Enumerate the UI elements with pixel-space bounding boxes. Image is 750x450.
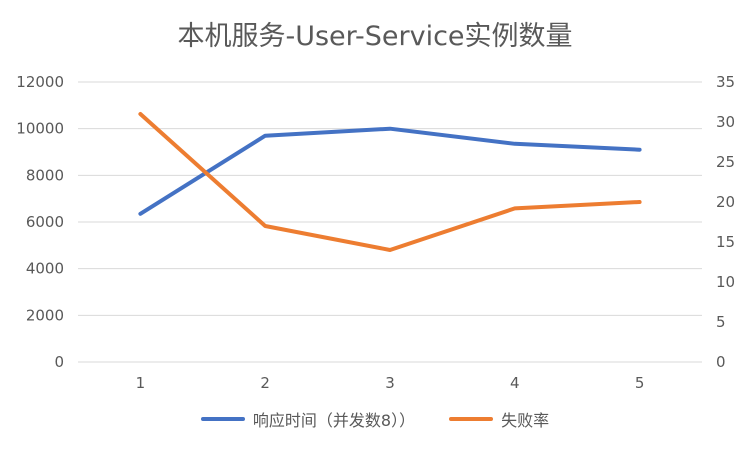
left-axis-tick-label: 4000	[26, 260, 64, 278]
left-axis-tick-label: 6000	[26, 213, 64, 231]
legend-swatch-failure-rate	[449, 417, 493, 421]
x-axis-tick-label: 1	[136, 374, 146, 392]
right-axis-tick-label: 0	[716, 353, 726, 371]
legend-item-response-time: 响应时间（并发数8））	[201, 407, 415, 431]
right-axis-tick-label: 5	[716, 313, 726, 331]
left-axis-tick-label: 8000	[26, 166, 64, 184]
x-axis-tick-label: 4	[510, 374, 520, 392]
right-axis-tick-label: 10	[716, 273, 735, 291]
series-lines	[140, 114, 639, 250]
legend: 响应时间（并发数8）） 失败率	[0, 407, 750, 431]
x-axis-tick-label: 2	[260, 374, 270, 392]
series-line-1	[140, 114, 639, 250]
right-axis-ticks: 0 5 10 15 20 25 30 35	[716, 73, 735, 371]
legend-label-failure-rate: 失败率	[501, 407, 549, 431]
right-axis-tick-label: 15	[716, 233, 735, 251]
left-axis-tick-label: 0	[54, 353, 64, 371]
left-axis-ticks: 0 2000 4000 6000 8000 10000 12000	[16, 73, 64, 371]
legend-item-failure-rate: 失败率	[449, 407, 549, 431]
legend-label-response-time: 响应时间（并发数8））	[253, 407, 415, 431]
legend-swatch-response-time	[201, 417, 245, 421]
left-axis-tick-label: 10000	[16, 120, 64, 138]
right-axis-tick-label: 35	[716, 73, 735, 91]
left-axis-tick-label: 2000	[26, 306, 64, 324]
x-axis-tick-label: 3	[385, 374, 395, 392]
right-axis-tick-label: 30	[716, 113, 735, 131]
series-line-0	[140, 129, 639, 214]
right-axis-tick-label: 20	[716, 193, 735, 211]
x-axis-tick-label: 5	[635, 374, 645, 392]
grid-lines	[78, 82, 702, 362]
left-axis-tick-label: 12000	[16, 73, 64, 91]
x-axis-ticks: 1 2 3 4 5	[136, 374, 645, 392]
right-axis-tick-label: 25	[716, 153, 735, 171]
